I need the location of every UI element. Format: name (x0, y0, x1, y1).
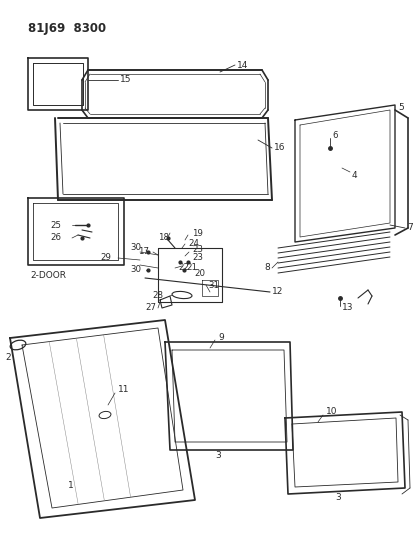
Text: 19: 19 (192, 229, 203, 238)
Text: 15: 15 (120, 76, 131, 85)
Text: 26: 26 (50, 233, 61, 243)
Text: 25: 25 (50, 221, 61, 230)
Text: 8: 8 (264, 263, 270, 272)
Text: 30: 30 (130, 244, 141, 253)
Text: 13: 13 (342, 303, 354, 312)
Text: 7: 7 (407, 223, 413, 232)
Text: 31: 31 (208, 280, 219, 289)
Text: 20: 20 (194, 270, 205, 279)
Text: 14: 14 (237, 61, 248, 69)
Text: 6: 6 (332, 132, 337, 141)
Text: 24: 24 (188, 238, 199, 247)
Text: 2: 2 (5, 353, 11, 362)
Text: 5: 5 (398, 103, 404, 112)
Text: 3: 3 (335, 494, 341, 503)
Text: 23: 23 (192, 246, 203, 254)
Text: 30: 30 (130, 265, 141, 274)
Text: 23: 23 (192, 254, 203, 262)
Text: 22: 22 (178, 263, 189, 272)
Text: 27: 27 (145, 303, 156, 312)
Text: 4: 4 (352, 171, 358, 180)
Text: 18: 18 (158, 233, 169, 243)
Text: 2-DOOR: 2-DOOR (30, 271, 66, 279)
Text: 3: 3 (215, 450, 221, 459)
Text: 12: 12 (272, 287, 283, 296)
Text: 9: 9 (218, 334, 224, 343)
Text: 21: 21 (186, 263, 197, 272)
Text: 17: 17 (138, 247, 149, 256)
Text: 10: 10 (326, 408, 337, 416)
Text: 28: 28 (152, 290, 163, 300)
Text: 1: 1 (68, 481, 74, 489)
Text: 81J69  8300: 81J69 8300 (28, 22, 106, 35)
Text: 11: 11 (118, 385, 130, 394)
Text: 16: 16 (274, 143, 285, 152)
Text: 29: 29 (100, 254, 111, 262)
